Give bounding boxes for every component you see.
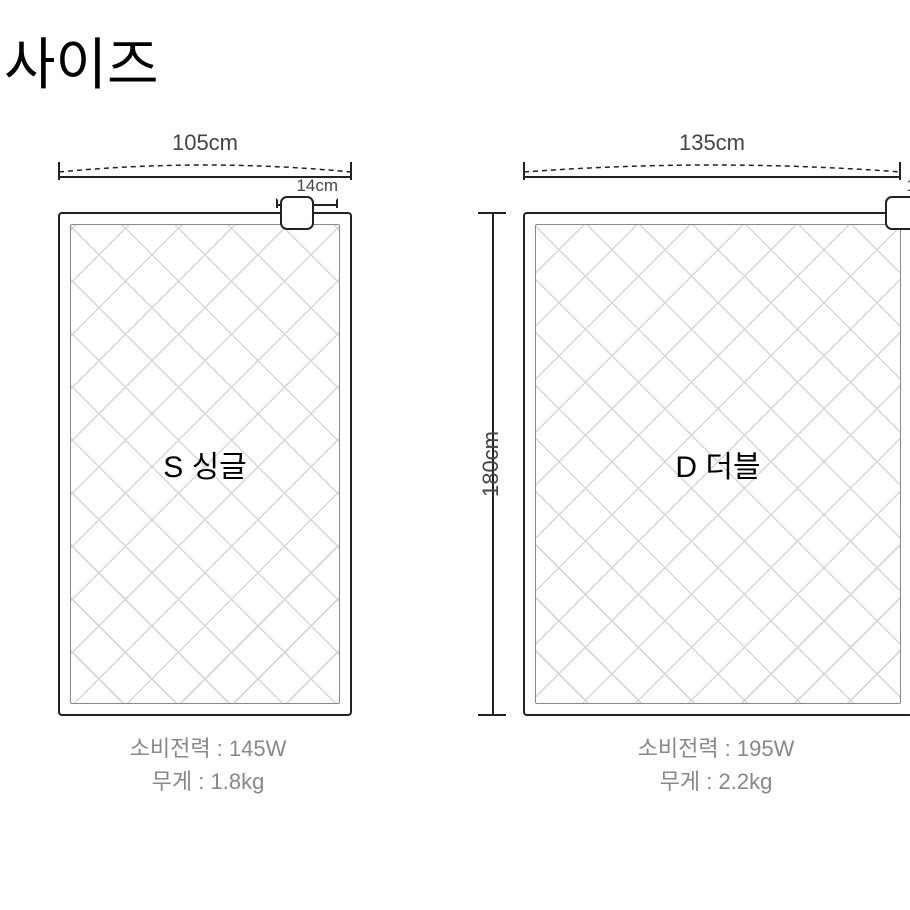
weight-label-double: 무게 : 2.2kg <box>586 765 846 798</box>
height-label-double: 180cm <box>478 409 504 519</box>
power-label-double: 소비전력 : 195W <box>586 732 846 765</box>
size-label-single: S 싱글 <box>163 442 247 486</box>
width-label-double: 135cm <box>679 130 745 155</box>
specs-single: 소비전력 : 145W 무게 : 1.8kg <box>88 732 328 798</box>
width-dim-single: 105cm <box>58 130 352 182</box>
height-tick-bot-double <box>478 714 506 716</box>
corner-label-double: 1 <box>907 176 910 195</box>
mat-single: S 싱글 <box>58 212 352 716</box>
specs-double: 소비전력 : 195W 무게 : 2.2kg <box>586 732 846 798</box>
width-label-single: 105cm <box>172 130 238 155</box>
weight-label-single: 무게 : 1.8kg <box>88 765 328 798</box>
height-dim-double: 180cm <box>472 212 516 716</box>
connector-single <box>280 196 314 230</box>
power-label-single: 소비전력 : 145W <box>88 732 328 765</box>
connector-double <box>885 196 910 230</box>
size-label-double: D 더블 <box>675 442 760 486</box>
width-dim-double: 135cm <box>523 130 901 182</box>
width-bracket-double <box>523 160 901 182</box>
page-title: 사이즈 <box>4 20 159 101</box>
mat-double: D 더블 <box>523 212 910 716</box>
corner-label-single: 14cm <box>296 176 338 195</box>
